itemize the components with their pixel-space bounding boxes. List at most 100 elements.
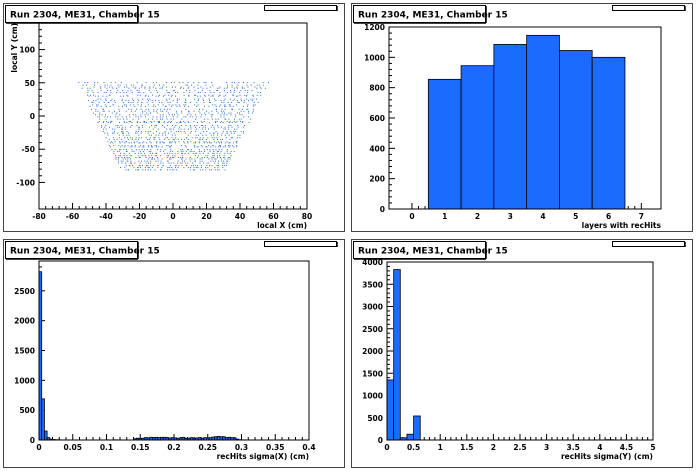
scatter-point [181, 112, 183, 114]
scatter-point [143, 145, 145, 147]
scatter-point [197, 100, 199, 102]
scatter-point [236, 87, 238, 89]
chart-title: Run 2304, ME31, Chamber 15 [358, 11, 508, 21]
scatter-point [94, 114, 96, 116]
scatter-point [165, 105, 167, 107]
y-axis-label: local Y (cm) [10, 23, 19, 73]
scatter-point [194, 137, 196, 139]
scatter-point [135, 114, 137, 116]
scatter-point [169, 169, 171, 171]
scatter-point [234, 114, 236, 116]
scatter-point [241, 100, 243, 102]
scatter-point [128, 152, 130, 154]
scatter-point [152, 128, 154, 130]
scatter-point [190, 149, 192, 151]
scatter-point [170, 142, 172, 144]
scatter-point [209, 86, 211, 88]
scatter-point [244, 124, 246, 126]
scatter-point [87, 91, 89, 93]
scatter-point [226, 87, 228, 89]
scatter-point [161, 146, 163, 148]
bar [427, 78, 462, 210]
scatter-point [124, 167, 126, 169]
y-tick-label: 1500 [14, 347, 35, 356]
scatter-point [219, 146, 221, 148]
scatter-point [102, 110, 104, 112]
scatter-point [224, 165, 226, 167]
scatter-point [151, 146, 153, 148]
scatter-point [222, 162, 224, 164]
scatter-point [203, 120, 205, 122]
scatter-point [180, 149, 182, 151]
scatter-point [219, 122, 221, 124]
scatter-point [246, 82, 248, 84]
scatter-point [125, 162, 127, 164]
scatter-point [155, 152, 157, 154]
scatter-point [208, 141, 210, 143]
scatter-point [252, 94, 254, 96]
scatter-point [223, 162, 225, 164]
scatter-point [188, 128, 190, 130]
scatter-point [175, 104, 177, 106]
scatter-point [103, 91, 105, 93]
scatter-point [172, 100, 174, 102]
scatter-point [130, 120, 132, 122]
scatter-point [233, 120, 235, 122]
scatter-point [191, 162, 193, 164]
scatter-point [212, 114, 214, 116]
scatter-point [177, 91, 179, 93]
scatter-point [97, 110, 99, 112]
scatter-point [158, 120, 160, 122]
scatter-point [215, 105, 217, 107]
scatter-point [118, 150, 120, 152]
scatter-point [141, 160, 143, 162]
scatter-point [145, 94, 147, 96]
scatter-point [199, 91, 201, 93]
scatter-point [246, 84, 248, 86]
scatter-point [198, 138, 200, 140]
scatter-point [93, 100, 95, 102]
scatter-point [233, 132, 235, 134]
x-tick-label: 3 [544, 443, 549, 452]
scatter-point [141, 84, 143, 86]
scatter-point [105, 124, 107, 126]
bar [406, 433, 415, 441]
scatter-point [134, 110, 136, 112]
scatter-point [180, 150, 182, 152]
scatter-point [247, 104, 249, 106]
scatter-point [178, 126, 180, 128]
scatter-point [139, 162, 141, 164]
scatter-point [225, 82, 227, 84]
scatter-point [201, 158, 203, 160]
scatter-point [155, 87, 157, 89]
scatter-point [124, 122, 126, 124]
scatter-point [98, 101, 100, 103]
scatter-point [228, 112, 230, 114]
scatter-point [109, 146, 111, 148]
scatter-point [155, 146, 157, 148]
scatter-point [127, 160, 129, 162]
scatter-point [118, 157, 120, 159]
scatter-point [217, 160, 219, 162]
scatter-point [157, 104, 159, 106]
scatter-point [223, 128, 225, 130]
scatter-point [214, 98, 216, 100]
scatter-point [243, 110, 245, 112]
scatter-point [94, 84, 96, 86]
scatter-point [227, 126, 229, 128]
scatter-point [123, 118, 125, 120]
scatter-point [114, 131, 116, 133]
scatter-point [181, 165, 183, 167]
scatter-point [164, 149, 166, 151]
scatter-point [243, 100, 245, 102]
scatter-point [175, 131, 177, 133]
scatter-point [228, 122, 230, 124]
scatter-point [120, 95, 122, 97]
x-tick-label: 4 [597, 443, 602, 452]
scatter-point [189, 157, 191, 159]
scatter-point [189, 169, 191, 171]
scatter-point [236, 146, 238, 148]
scatter-point [137, 169, 139, 171]
scatter-point [145, 162, 147, 164]
scatter-point [246, 94, 248, 96]
